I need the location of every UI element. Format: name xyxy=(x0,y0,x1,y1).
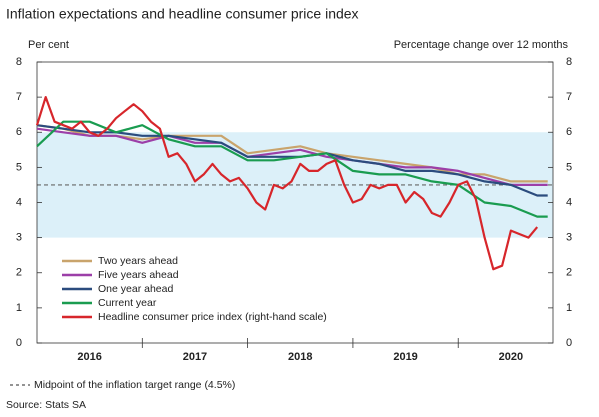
y-tick-label: 6 xyxy=(16,126,22,138)
y2-tick-label: 2 xyxy=(566,267,572,279)
source: Source: Stats SA xyxy=(6,399,86,411)
x-tick-label: 2017 xyxy=(183,351,207,363)
y2-tick-label: 7 xyxy=(566,91,572,103)
y2-tick-label: 6 xyxy=(566,126,572,138)
y-axis-label: Per cent xyxy=(28,39,69,51)
series-line xyxy=(36,127,548,186)
x-tick-label: 2016 xyxy=(77,351,101,363)
footnote: Midpoint of the inflation target range (… xyxy=(34,379,235,391)
series-line xyxy=(36,124,548,183)
legend-label: Headline consumer price index (right-han… xyxy=(98,311,327,323)
y2-tick-label: 3 xyxy=(566,232,572,244)
y2-axis-label: Percentage change over 12 months xyxy=(394,39,569,51)
x-tick-label: 2019 xyxy=(393,351,417,363)
legend-label: One year ahead xyxy=(98,283,173,295)
x-tick-label: 2018 xyxy=(288,351,312,363)
y-tick-label: 3 xyxy=(16,232,22,244)
legend-label: Two years ahead xyxy=(98,255,178,267)
y2-tick-label: 4 xyxy=(566,196,572,208)
legend-label: Current year xyxy=(98,297,157,309)
x-tick-label: 2020 xyxy=(499,351,523,363)
series-line xyxy=(35,96,539,271)
y-tick-label: 4 xyxy=(16,196,22,208)
y-tick-label: 7 xyxy=(16,91,22,103)
y2-tick-label: 8 xyxy=(566,56,572,68)
chart-title: Inflation expectations and headline cons… xyxy=(6,6,359,22)
y-tick-label: 5 xyxy=(16,161,22,173)
y2-tick-label: 5 xyxy=(566,161,572,173)
legend-label: Five years ahead xyxy=(98,269,179,281)
y-tick-label: 1 xyxy=(16,302,22,314)
y-tick-label: 0 xyxy=(16,337,22,349)
y-tick-label: 8 xyxy=(16,56,22,68)
y2-tick-label: 1 xyxy=(566,302,572,314)
y2-tick-label: 0 xyxy=(566,337,572,349)
y-tick-label: 2 xyxy=(16,267,22,279)
